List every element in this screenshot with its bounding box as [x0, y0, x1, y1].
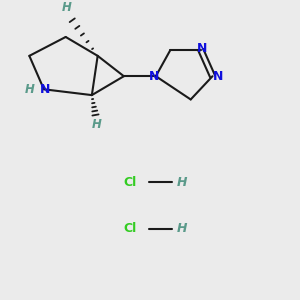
Text: N: N [149, 70, 160, 83]
Text: N: N [197, 42, 208, 55]
Text: H: H [62, 2, 72, 14]
Text: H: H [177, 222, 187, 235]
Text: H: H [177, 176, 187, 189]
Text: Cl: Cl [123, 222, 136, 235]
Text: N: N [213, 70, 223, 83]
Text: N: N [40, 83, 50, 96]
Text: H: H [91, 118, 101, 131]
Text: H: H [25, 83, 35, 96]
Text: Cl: Cl [123, 176, 136, 189]
